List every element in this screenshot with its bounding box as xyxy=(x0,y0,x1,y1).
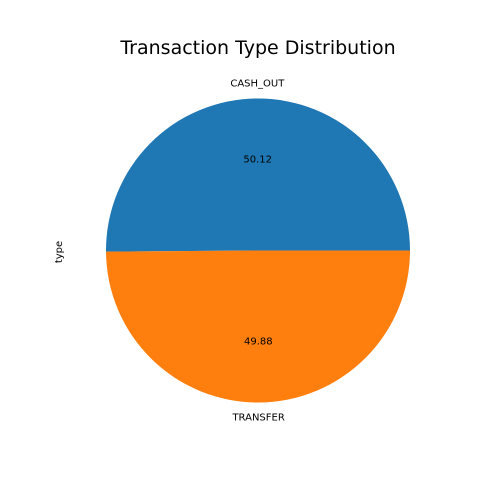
pie-labels: CASH_OUT 50.12 TRANSFER 49.88 xyxy=(230,78,285,423)
y-axis-label: type xyxy=(54,241,65,263)
slice-label: CASH_OUT xyxy=(230,78,285,89)
slice-percent-label: 49.88 xyxy=(244,337,273,348)
pie-slice-transfer xyxy=(106,250,410,403)
slice-percent-label: 50.12 xyxy=(243,154,272,165)
chart-title: Transaction Type Distribution xyxy=(119,37,395,59)
pie-slice-cash-out xyxy=(106,98,410,252)
slice-label: TRANSFER xyxy=(231,413,284,424)
pie-slices xyxy=(106,98,410,403)
